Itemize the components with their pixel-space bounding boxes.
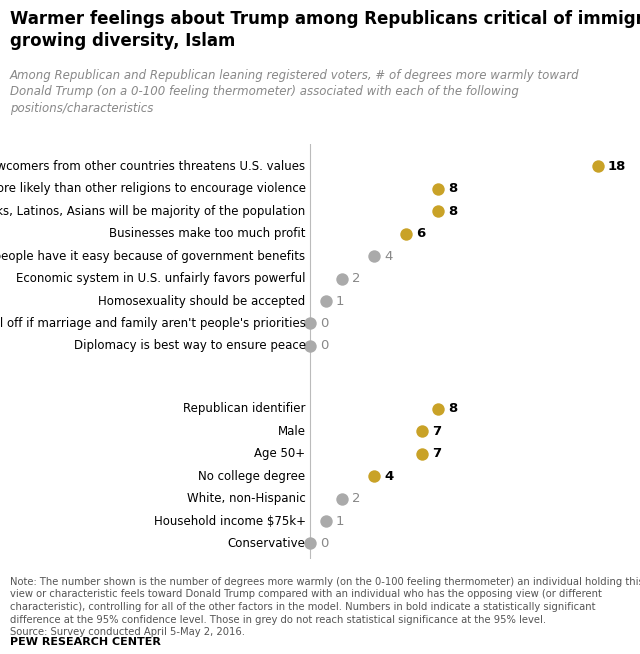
- Text: Society just as well off if marriage and family aren't people's priorities: Society just as well off if marriage and…: [0, 317, 306, 330]
- Text: 2: 2: [352, 272, 360, 285]
- Text: 0: 0: [320, 537, 328, 550]
- Text: Islam more likely than other religions to encourage violence: Islam more likely than other religions t…: [0, 182, 306, 196]
- Text: 1: 1: [336, 294, 344, 307]
- Text: Age 50+: Age 50+: [255, 447, 306, 460]
- Text: White, non-Hispanic: White, non-Hispanic: [187, 492, 306, 505]
- Point: [305, 318, 316, 329]
- Text: 8: 8: [448, 205, 457, 218]
- Text: Diplomacy is best way to ensure peace: Diplomacy is best way to ensure peace: [74, 339, 306, 353]
- Text: Bad for country that blacks, Latinos, Asians will be majority of the population: Bad for country that blacks, Latinos, As…: [0, 205, 306, 218]
- Text: Household income $75k+: Household income $75k+: [154, 515, 306, 528]
- Text: 8: 8: [448, 402, 457, 415]
- Text: Republican identifier: Republican identifier: [183, 402, 306, 415]
- Text: 4: 4: [384, 250, 392, 263]
- Text: Growing number of newcomers from other countries threatens U.S. values: Growing number of newcomers from other c…: [0, 160, 306, 173]
- Text: Homosexuality should be accepted: Homosexuality should be accepted: [99, 294, 306, 307]
- Text: Poor people have it easy because of government benefits: Poor people have it easy because of gove…: [0, 250, 306, 263]
- Text: Warmer feelings about Trump among Republicans critical of immigration,
growing d: Warmer feelings about Trump among Republ…: [10, 10, 640, 50]
- Text: No college degree: No college degree: [198, 470, 306, 483]
- Text: Among Republican and Republican leaning registered voters, # of degrees more war: Among Republican and Republican leaning …: [10, 69, 579, 114]
- Point: [321, 296, 332, 306]
- Text: 7: 7: [432, 447, 441, 460]
- Point: [433, 184, 444, 194]
- Point: [593, 161, 604, 171]
- Point: [337, 493, 348, 504]
- Text: Male: Male: [278, 424, 306, 438]
- Point: [305, 341, 316, 351]
- Text: 0: 0: [320, 339, 328, 353]
- Text: 4: 4: [384, 470, 393, 483]
- Point: [433, 206, 444, 216]
- Text: 2: 2: [352, 492, 360, 505]
- Point: [305, 538, 316, 549]
- Point: [433, 404, 444, 414]
- Text: PEW RESEARCH CENTER: PEW RESEARCH CENTER: [10, 637, 161, 647]
- Point: [401, 228, 412, 239]
- Text: 6: 6: [416, 227, 425, 240]
- Text: 7: 7: [432, 424, 441, 438]
- Point: [337, 273, 348, 284]
- Text: Economic system in U.S. unfairly favors powerful: Economic system in U.S. unfairly favors …: [16, 272, 306, 285]
- Text: Businesses make too much profit: Businesses make too much profit: [109, 227, 306, 240]
- Point: [417, 426, 428, 436]
- Text: Conservative: Conservative: [228, 537, 306, 550]
- Text: 0: 0: [320, 317, 328, 330]
- Text: Note: The number shown is the number of degrees more warmly (on the 0-100 feelin: Note: The number shown is the number of …: [10, 577, 640, 637]
- Point: [417, 449, 428, 459]
- Point: [369, 251, 380, 262]
- Text: 18: 18: [608, 160, 627, 173]
- Text: 8: 8: [448, 182, 457, 196]
- Point: [369, 471, 380, 481]
- Point: [321, 516, 332, 526]
- Text: 1: 1: [336, 515, 344, 528]
